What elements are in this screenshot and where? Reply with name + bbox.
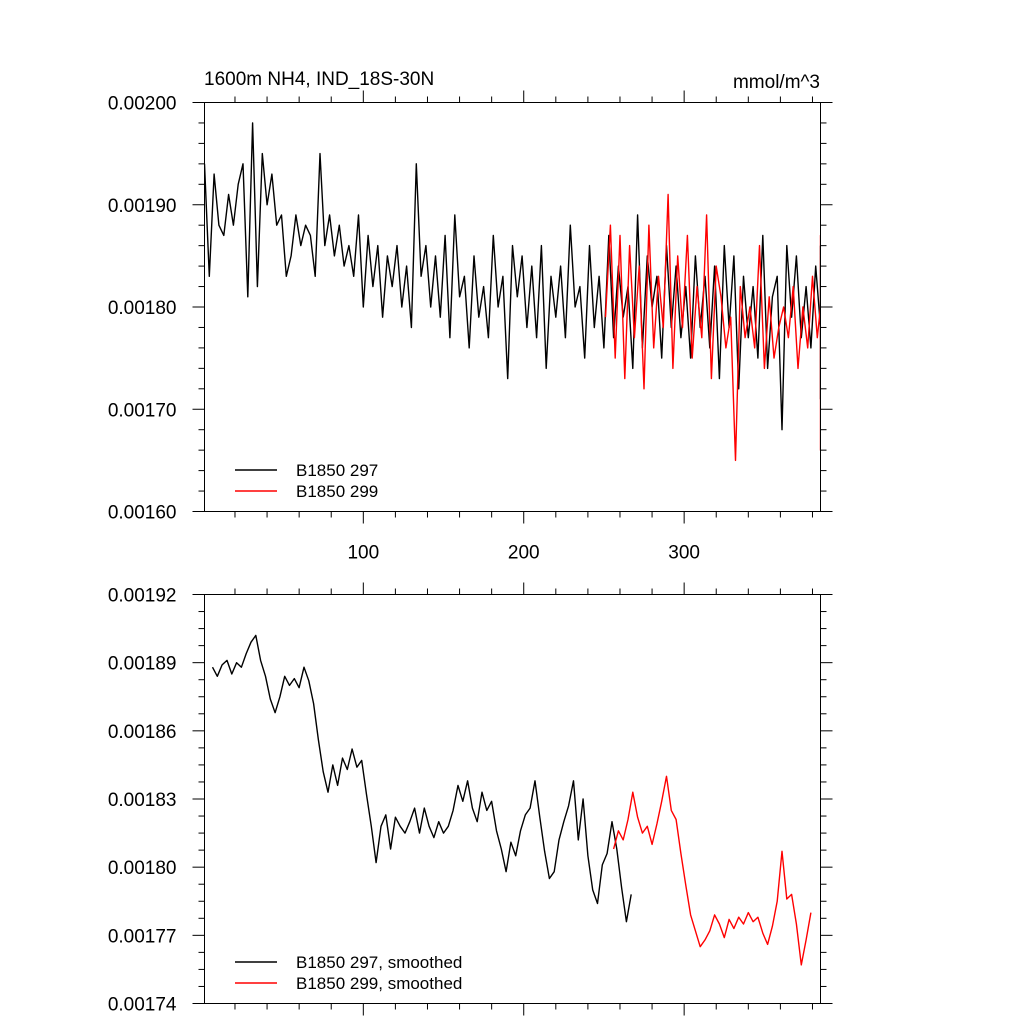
- top-panel: 1600m NH4, IND_18S-30N mmol/m^3 0.001600…: [108, 69, 833, 564]
- y-tick-label: 0.00190: [108, 196, 177, 217]
- top-panel-units: mmol/m^3: [733, 72, 820, 93]
- legend-label-b1850-299: B1850 299: [296, 482, 378, 501]
- y-tick-label: 0.00177: [108, 926, 177, 947]
- series-line-b1850-299: [604, 193, 821, 462]
- bottom-plot-area: [211, 634, 812, 966]
- y-tick-label: 0.00160: [108, 503, 177, 524]
- top-panel-ticks: 0.00160 0.00170 0.00180 0.00190 0.00200 100 20…: [108, 90, 833, 564]
- y-tick-label: 0.00170: [108, 400, 177, 421]
- legend-label-b1850-297-smoothed: B1850 297, smoothed: [296, 953, 462, 972]
- bottom-panel: 0.00174 0.00177 0.00180 0.00183 0.00186 0.001…: [108, 582, 833, 1016]
- top-panel-legend: B1850 297 B1850 299: [235, 461, 378, 501]
- y-tick-label: 0.00192: [108, 586, 177, 607]
- y-tick-label: 0.00186: [108, 722, 177, 743]
- bottom-panel-legend: B1850 297, smoothed B1850 299, smoothed: [235, 953, 462, 993]
- bottom-panel-ticks: 0.00174 0.00177 0.00180 0.00183 0.00186 0.001…: [108, 582, 833, 1016]
- y-tick-label: 0.00189: [108, 654, 177, 675]
- y-tick-label: 0.00180: [108, 858, 177, 879]
- y-tick-label: 0.00183: [108, 790, 177, 811]
- top-plot-area: [204, 122, 821, 462]
- top-panel-title: 1600m NH4, IND_18S-30N: [204, 69, 434, 90]
- x-tick-label: 100: [347, 543, 379, 564]
- y-tick-label: 0.00200: [108, 94, 177, 115]
- series-line-b1850-297: [211, 634, 632, 923]
- legend-label-b1850-297: B1850 297: [296, 461, 378, 480]
- y-tick-label: 0.00180: [108, 298, 177, 319]
- x-tick-label: 200: [508, 543, 540, 564]
- series-line-b1850-297: [204, 122, 821, 431]
- series-line-b1850-299: [612, 775, 812, 966]
- x-tick-label: 300: [668, 543, 700, 564]
- y-tick-label: 0.00174: [108, 995, 177, 1016]
- legend-label-b1850-299-smoothed: B1850 299, smoothed: [296, 974, 462, 993]
